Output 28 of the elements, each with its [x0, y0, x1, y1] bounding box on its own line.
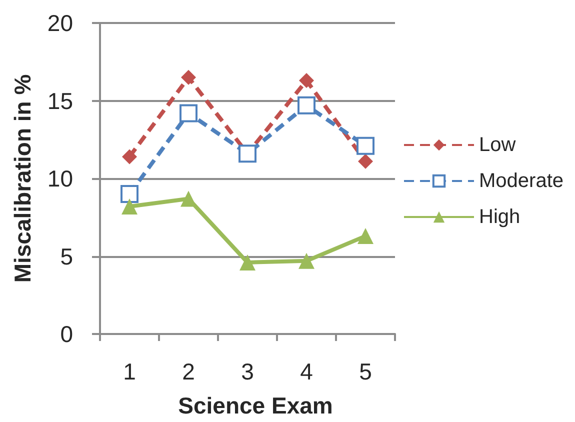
- point: [240, 254, 256, 270]
- x-tick-label: 2: [182, 358, 195, 384]
- y-axis-title: Miscalibration in %: [10, 74, 36, 283]
- point: [298, 96, 316, 114]
- legend-label: Moderate: [479, 170, 564, 192]
- point: [298, 252, 314, 269]
- y-tick-label: 20: [47, 10, 73, 36]
- x-tick-label: 5: [359, 358, 372, 384]
- point: [358, 154, 373, 169]
- x-tick-label: 1: [123, 358, 136, 384]
- x-tick-label: 4: [300, 358, 314, 384]
- point: [122, 149, 137, 164]
- y-tick-label: 15: [47, 88, 73, 114]
- point: [180, 104, 198, 122]
- point: [180, 190, 196, 207]
- point: [122, 198, 138, 214]
- y-tick-label: 5: [60, 243, 73, 270]
- y-tick-label: 0: [60, 321, 73, 347]
- point: [120, 185, 138, 204]
- x-axis-title: Science Exam: [178, 392, 333, 418]
- point: [299, 73, 314, 88]
- point: [358, 228, 374, 244]
- x-tick-label: 3: [241, 358, 254, 384]
- y-tick-label: 10: [47, 166, 73, 192]
- point: [181, 70, 196, 85]
- point: [356, 136, 374, 155]
- legend-label: Low: [479, 134, 516, 156]
- legend-label: High: [479, 206, 520, 228]
